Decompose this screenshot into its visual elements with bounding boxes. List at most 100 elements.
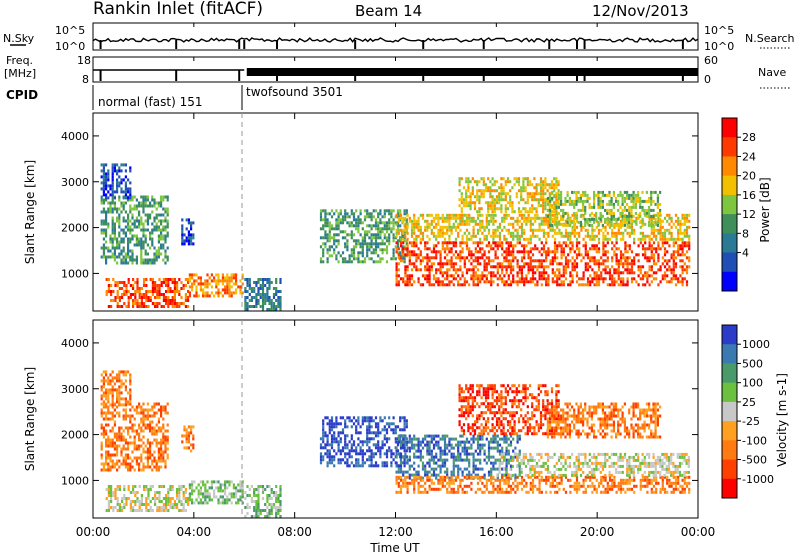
power-echo-cell (681, 244, 684, 248)
velocity-echo-cell (160, 441, 163, 445)
power-echo-cell (268, 296, 271, 299)
velocity-echo-cell (266, 515, 269, 518)
power-echo-cell (659, 234, 662, 238)
power-echo-cell (656, 223, 659, 227)
power-echo-cell (582, 202, 585, 206)
power-echo-cell (461, 219, 464, 223)
power-echo-cell (153, 204, 156, 208)
power-echo-cell (202, 294, 205, 298)
power-echo-cell (562, 280, 565, 284)
power-echo-cell (480, 189, 483, 193)
power-echo-cell (266, 296, 269, 299)
power-echo-cell (624, 244, 627, 248)
velocity-echo-cell (208, 486, 211, 490)
velocity-echo-cell (348, 416, 351, 420)
velocity-echo-cell (109, 417, 112, 421)
velocity-echo-cell (333, 440, 336, 444)
power-echo-cell (330, 245, 334, 249)
velocity-echo-cell (111, 453, 114, 457)
power-echo-cell (138, 213, 141, 217)
power-echo-cell (151, 204, 154, 208)
velocity-echo-cell (346, 443, 349, 447)
power-echo-cell (158, 278, 161, 281)
velocity-echo-cell (129, 503, 132, 506)
power-echo-cell (246, 308, 249, 311)
power-echo-cell (479, 256, 482, 260)
power-echo-cell (498, 241, 502, 245)
power-echo-cell (383, 215, 386, 219)
velocity-echo-cell (122, 438, 125, 442)
power-echo-cell (361, 227, 364, 231)
velocity-echo-cell (266, 512, 269, 515)
velocity-echo-cell (166, 423, 169, 427)
power-echo-cell (560, 247, 563, 251)
power-echo-cell (188, 294, 191, 298)
power-echo-cell (661, 262, 664, 266)
power-echo-cell (111, 231, 114, 235)
velocity-echo-cell (250, 515, 253, 518)
velocity-echo-cell (127, 391, 130, 395)
velocity-echo-cell (136, 491, 139, 494)
velocity-echo-cell (110, 506, 113, 509)
power-echo-cell (326, 239, 329, 243)
power-echo-cell (439, 234, 442, 238)
velocity-echo-cell (142, 423, 145, 427)
velocity-echo-cell (370, 452, 373, 456)
power-echo-cell (144, 237, 147, 241)
power-echo-cell (406, 231, 409, 235)
velocity-echo-cell (370, 464, 373, 468)
power-echo-cell (479, 237, 482, 241)
power-echo-cell (604, 228, 607, 232)
power-echo-cell (661, 277, 664, 281)
power-echo-cell (540, 259, 543, 263)
power-echo-cell (683, 231, 686, 235)
power-echo-cell (124, 225, 127, 229)
power-echo-cell (181, 227, 184, 231)
power-echo-cell (652, 234, 656, 238)
power-echo-cell (166, 246, 169, 250)
power-echo-cell (621, 211, 624, 215)
power-echo-cell (428, 222, 431, 226)
power-echo-cell (206, 273, 209, 277)
velocity-echo-cell (116, 497, 119, 500)
velocity-echo-cell (257, 506, 260, 509)
velocity-echo-cell (237, 489, 240, 493)
velocity-echo-cell (228, 498, 231, 502)
power-echo-cell (160, 281, 163, 284)
velocity-echo-cell (355, 452, 358, 456)
power-echo-cell (142, 204, 145, 208)
power-echo-cell (116, 184, 119, 188)
power-echo-cell (419, 259, 422, 263)
power-echo-cell (612, 205, 615, 209)
power-echo-cell (597, 241, 601, 245)
power-echo-cell (361, 251, 364, 255)
power-echo-cell (437, 277, 440, 281)
velocity-echo-cell (131, 459, 134, 463)
power-echo-cell (648, 199, 651, 203)
power-echo-cell (560, 280, 563, 284)
power-echo-cell (516, 262, 519, 266)
power-echo-cell (439, 225, 442, 229)
power-echo-cell (628, 271, 631, 275)
power-echo-cell (176, 302, 179, 305)
power-echo-cell (566, 199, 569, 203)
power-echo-cell (597, 202, 600, 206)
velocity-echo-cell (122, 444, 125, 448)
power-echo-cell (637, 216, 640, 220)
power-echo-cell (113, 163, 116, 167)
power-echo-cell (679, 253, 682, 257)
power-echo-cell (357, 260, 360, 264)
power-echo-cell (674, 237, 678, 241)
power-echo-cell (485, 274, 488, 278)
velocity-echo-cell (118, 426, 121, 430)
velocity-echo-cell (253, 494, 256, 497)
power-echo-cell (335, 245, 338, 249)
power-echo-cell (505, 271, 508, 275)
power-echo-cell (105, 193, 108, 197)
power-echo-cell (102, 190, 105, 194)
power-echo-cell (257, 293, 260, 296)
power-echo-cell (465, 244, 469, 248)
velocity-echo-cell (164, 435, 167, 439)
power-echo-cell (512, 247, 515, 251)
velocity-echo-cell (146, 453, 149, 457)
